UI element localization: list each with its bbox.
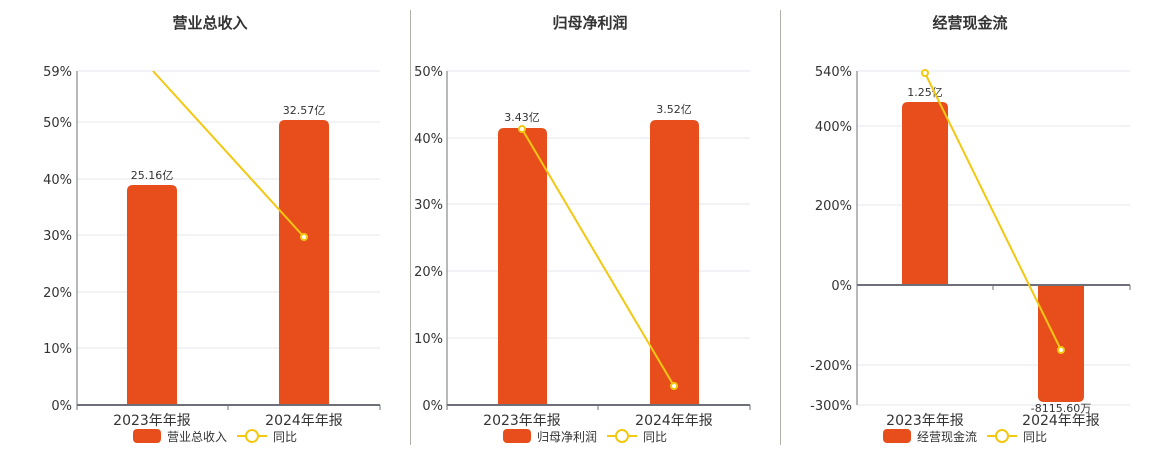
bar-2023[interactable] (127, 185, 177, 405)
y-tick: 30% (414, 198, 443, 213)
y-tick: 0% (831, 279, 852, 294)
bar-value-label: 25.16亿 (131, 169, 174, 182)
y-tick: 0% (51, 399, 72, 414)
y-tick: 40% (414, 132, 443, 147)
chart-title: 经营现金流 (932, 14, 1008, 32)
yoy-point[interactable] (670, 382, 678, 390)
y-tick: 30% (43, 229, 72, 244)
bar-2024[interactable] (1038, 285, 1084, 402)
x-category: 2023年年报 (483, 413, 561, 429)
y-tick: 20% (414, 265, 443, 280)
x-category: 2023年年报 (886, 413, 964, 429)
chart-legend: 经营现金流 同比 (883, 428, 1047, 444)
y-tick: 20% (43, 286, 72, 301)
bar-value-label: 32.57亿 (283, 104, 326, 117)
bar-2023[interactable] (902, 102, 948, 285)
chart-panel-revenue: 营业总收入 59% 50% 40% 30% 20% 10% 0% 25.16亿 … (0, 0, 410, 450)
y-tick: -200% (810, 359, 852, 374)
legend-line-icon[interactable] (607, 429, 638, 443)
yoy-line[interactable] (521, 128, 675, 387)
bar-value-label: 3.52亿 (656, 103, 692, 116)
bar-value-label: 3.43亿 (504, 111, 540, 124)
panel-divider-1 (410, 10, 411, 445)
bar-2024[interactable] (279, 120, 329, 405)
bar-2024[interactable] (650, 120, 699, 405)
y-tick: 400% (815, 120, 852, 135)
panel-divider-2 (780, 10, 781, 445)
bar-2023[interactable] (498, 128, 547, 405)
y-tick: 50% (43, 116, 72, 131)
y-tick: 0% (422, 399, 443, 414)
y-tick: 50% (414, 65, 443, 80)
y-tick: 200% (815, 199, 852, 214)
y-tick: 40% (43, 173, 72, 188)
chart-panel-net-profit: 归母净利润 50% 40% 30% 20% 10% 0% 3.43亿 3.52亿… (410, 0, 780, 450)
legend-line-icon[interactable] (987, 429, 1018, 443)
legend-line-icon[interactable] (237, 429, 268, 443)
chart-plot: 50% 40% 30% 20% 10% 0% 3.43亿 3.52亿 2023年… (414, 65, 751, 429)
yoy-line[interactable] (924, 72, 1062, 351)
y-tick: 10% (43, 342, 72, 357)
legend-bar-label[interactable]: 营业总收入 (167, 429, 228, 444)
x-category: 2023年年报 (113, 413, 191, 429)
chart-legend: 营业总收入 同比 (133, 428, 297, 444)
chart-plot: 59% 50% 40% 30% 20% 10% 0% 25.16亿 32.57亿… (43, 65, 381, 429)
yoy-point[interactable] (518, 125, 526, 133)
yoy-point[interactable] (300, 233, 308, 241)
chart-title: 营业总收入 (172, 14, 248, 32)
chart-title: 归母净利润 (552, 14, 628, 32)
chart-plot: 540% 400% 200% 0% -200% -300% 1.25亿 -811… (810, 65, 1131, 429)
legend-bar-label[interactable]: 经营现金流 (917, 429, 978, 444)
y-tick: 59% (43, 65, 72, 80)
legend-line-label[interactable]: 同比 (643, 429, 668, 444)
legend-line-label[interactable]: 同比 (1023, 429, 1048, 444)
legend-bar-label[interactable]: 归母净利润 (537, 429, 598, 444)
legend-bar-swatch[interactable] (133, 429, 161, 443)
y-tick: 540% (815, 65, 852, 80)
yoy-point[interactable] (1057, 346, 1065, 354)
legend-line-label[interactable]: 同比 (273, 429, 298, 444)
x-category: 2024年年报 (1022, 413, 1100, 429)
bar-value-label: -8115.60万 (1031, 402, 1091, 415)
y-tick: 10% (414, 332, 443, 347)
legend-bar-swatch[interactable] (503, 429, 531, 443)
legend-bar-swatch[interactable] (883, 429, 911, 443)
x-category: 2024年年报 (635, 413, 713, 429)
yoy-line[interactable] (152, 70, 305, 238)
y-tick: -300% (810, 399, 852, 414)
yoy-point[interactable] (921, 69, 929, 77)
x-category: 2024年年报 (265, 413, 343, 429)
chart-panel-operating-cash-flow: 经营现金流 540% 400% 200% 0% -200% -300% 1.25… (780, 0, 1160, 450)
chart-legend: 归母净利润 同比 (503, 428, 667, 444)
